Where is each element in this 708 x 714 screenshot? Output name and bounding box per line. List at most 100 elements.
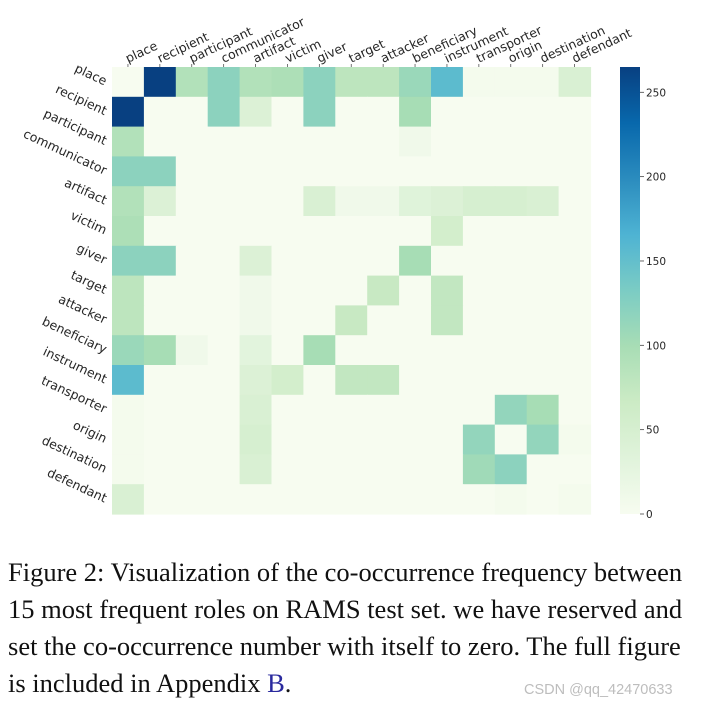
heatmap-cell-artifact-origin xyxy=(494,186,528,217)
heatmap-cell-place-transporter xyxy=(462,67,496,98)
heatmap-cell-participant-giver xyxy=(303,126,336,157)
heatmap-cell-transporter-destination xyxy=(526,394,560,426)
heatmap-cell-giver-beneficiary xyxy=(399,245,432,277)
heatmap-cell-participant-recipient xyxy=(143,126,177,157)
heatmap-cell-communicator-giver xyxy=(303,156,336,187)
heatmap-cell-target-giver xyxy=(303,275,336,306)
heatmap-cell-beneficiary-place xyxy=(112,335,145,366)
heatmap-cell-place-defendant xyxy=(558,67,592,98)
heatmap-cell-place-artifact xyxy=(239,67,273,98)
heatmap-cell-attacker-recipient xyxy=(143,305,177,336)
heatmap-cell-beneficiary-origin xyxy=(494,335,528,366)
heatmap-cell-beneficiary-recipient xyxy=(143,335,177,366)
heatmap-cell-artifact-participant xyxy=(175,186,209,217)
heatmap-cell-destination-instrument xyxy=(431,454,464,485)
heatmap-cell-attacker-communicator xyxy=(207,305,241,336)
heatmap-cell-instrument-artifact xyxy=(239,365,273,396)
heatmap-cell-artifact-instrument xyxy=(431,186,464,217)
heatmap-cell-artifact-destination xyxy=(526,186,560,217)
heatmap-cell-instrument-target xyxy=(335,365,368,396)
heatmap-cell-defendant-instrument xyxy=(431,484,464,515)
colorbar xyxy=(620,67,640,514)
heatmap-cell-destination-artifact xyxy=(239,454,273,485)
heatmap-cell-destination-attacker xyxy=(367,454,400,485)
heatmap-cell-recipient-recipient xyxy=(143,96,177,128)
heatmap-cell-defendant-recipient xyxy=(143,484,177,515)
heatmap-cell-victim-origin xyxy=(494,216,528,247)
heatmap-cell-place-communicator xyxy=(207,67,241,98)
heatmap-cell-instrument-attacker xyxy=(367,365,400,396)
heatmap-cell-beneficiary-destination xyxy=(526,335,560,366)
heatmap-cell-transporter-attacker xyxy=(367,394,400,426)
heatmap-cell-transporter-victim xyxy=(271,394,304,426)
heatmap-cell-defendant-destination xyxy=(526,484,560,515)
heatmap-cell-recipient-destination xyxy=(526,96,560,128)
heatmap-cell-attacker-victim xyxy=(271,305,304,336)
heatmap-cell-recipient-place xyxy=(112,96,145,128)
heatmap-cell-instrument-recipient xyxy=(143,365,177,396)
heatmap-cell-defendant-defendant xyxy=(558,484,592,515)
heatmap-cell-giver-origin xyxy=(494,245,528,277)
heatmap-cell-transporter-transporter xyxy=(462,394,496,426)
heatmap-cell-giver-defendant xyxy=(558,245,592,277)
heatmap-cell-origin-transporter xyxy=(462,424,496,455)
appendix-link[interactable]: B xyxy=(267,668,285,698)
heatmap-cell-place-giver xyxy=(303,67,336,98)
colorbar-tick-label-50: 50 xyxy=(646,425,659,437)
heatmap-cell-participant-destination xyxy=(526,126,560,157)
heatmap-cell-destination-giver xyxy=(303,454,336,485)
heatmap-cell-recipient-giver xyxy=(303,96,336,128)
heatmap-cell-place-origin xyxy=(494,67,528,98)
heatmap-cell-attacker-attacker xyxy=(367,305,400,336)
heatmap-cell-attacker-origin xyxy=(494,305,528,336)
heatmap-cell-communicator-transporter xyxy=(462,156,496,187)
heatmap-cell-communicator-attacker xyxy=(367,156,400,187)
heatmap-cell-participant-attacker xyxy=(367,126,400,157)
heatmap-cell-participant-instrument xyxy=(431,126,464,157)
heatmap-cell-beneficiary-communicator xyxy=(207,335,241,366)
heatmap-cell-instrument-destination xyxy=(526,365,560,396)
heatmap-cell-origin-defendant xyxy=(558,424,592,455)
heatmap-cell-place-victim xyxy=(271,67,304,98)
heatmap-cell-destination-place xyxy=(112,454,145,485)
y-tick-label-place: place xyxy=(73,60,110,88)
heatmap-cell-origin-origin xyxy=(494,424,528,455)
figure-caption: Figure 2: Visualization of the co-occurr… xyxy=(8,554,700,702)
heatmap-cell-giver-giver xyxy=(303,245,336,277)
heatmap-cell-attacker-target xyxy=(335,305,368,336)
heatmap-cell-communicator-participant xyxy=(175,156,209,187)
watermark: CSDN @qq_42470633 xyxy=(524,682,673,698)
heatmap-cell-victim-artifact xyxy=(239,216,273,247)
heatmap-cell-giver-victim xyxy=(271,245,304,277)
heatmap-cell-defendant-transporter xyxy=(462,484,496,515)
heatmap-cell-victim-instrument xyxy=(431,216,464,247)
heatmap-cell-communicator-instrument xyxy=(431,156,464,187)
heatmap-cell-defendant-origin xyxy=(494,484,528,515)
heatmap-cell-artifact-target xyxy=(335,186,368,217)
heatmap-cell-origin-communicator xyxy=(207,424,241,455)
heatmap-cell-communicator-artifact xyxy=(239,156,273,187)
heatmap-cell-target-communicator xyxy=(207,275,241,306)
heatmap-cell-destination-communicator xyxy=(207,454,241,485)
heatmap-cell-giver-place xyxy=(112,245,145,277)
heatmap-cell-communicator-target xyxy=(335,156,368,187)
heatmap-cell-attacker-instrument xyxy=(431,305,464,336)
heatmap-cell-recipient-victim xyxy=(271,96,304,128)
heatmap-cell-target-instrument xyxy=(431,275,464,306)
y-tick-label-victim: victim xyxy=(68,207,109,237)
heatmap-cell-victim-giver xyxy=(303,216,336,247)
heatmap-cell-target-target xyxy=(335,275,368,306)
heatmap-cell-defendant-artifact xyxy=(239,484,273,515)
heatmap-cell-artifact-defendant xyxy=(558,186,592,217)
heatmap-cell-giver-instrument xyxy=(431,245,464,277)
heatmap-cell-destination-origin xyxy=(494,454,528,485)
heatmap-cell-instrument-beneficiary xyxy=(399,365,432,396)
heatmap-cell-instrument-participant xyxy=(175,365,209,396)
heatmap-cell-defendant-target xyxy=(335,484,368,515)
heatmap-cell-instrument-transporter xyxy=(462,365,496,396)
caption-end: . xyxy=(284,668,292,698)
heatmap-cell-origin-place xyxy=(112,424,145,455)
heatmap-cell-transporter-recipient xyxy=(143,394,177,426)
colorbar-tick-label-200: 200 xyxy=(646,172,666,184)
heatmap-cell-artifact-recipient xyxy=(143,186,177,217)
